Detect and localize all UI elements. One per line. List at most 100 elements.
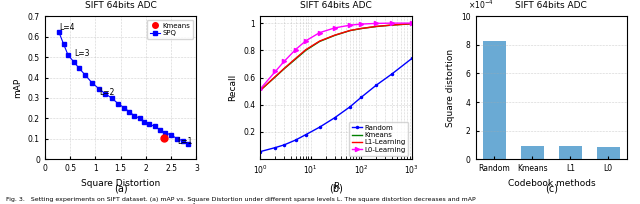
Bar xyxy=(597,146,620,159)
SPQ xyxy=(95,88,103,90)
Kmeans xyxy=(388,24,396,26)
Kmeans xyxy=(292,58,300,60)
Text: L=2: L=2 xyxy=(99,88,115,97)
Random xyxy=(292,139,300,141)
Random xyxy=(372,84,380,86)
Kmeans xyxy=(357,27,365,30)
SPQ xyxy=(141,121,148,123)
Random xyxy=(331,116,339,119)
Y-axis label: mAP: mAP xyxy=(13,78,22,98)
Text: (b): (b) xyxy=(329,184,343,194)
Random xyxy=(357,96,365,99)
SPQ xyxy=(64,54,72,56)
Random xyxy=(408,57,415,60)
Bar xyxy=(483,41,506,159)
L0-Learning xyxy=(302,40,310,42)
Text: (a): (a) xyxy=(114,184,127,194)
Line: L0-Learning: L0-Learning xyxy=(258,21,414,91)
Title: SIFT 64bits ADC: SIFT 64bits ADC xyxy=(300,1,372,10)
L1-Learning xyxy=(292,57,300,60)
L0-Learning xyxy=(331,27,339,29)
L1-Learning xyxy=(408,22,415,25)
Random xyxy=(280,144,288,146)
Kmeans xyxy=(280,68,288,70)
L1-Learning xyxy=(316,40,323,42)
X-axis label: Square Distortion: Square Distortion xyxy=(81,178,160,187)
SPQ xyxy=(88,81,95,84)
Kmeans xyxy=(408,23,415,25)
SPQ xyxy=(167,134,175,136)
Random xyxy=(302,133,310,136)
Random xyxy=(271,146,279,149)
SPQ xyxy=(76,67,83,70)
Text: Fig. 3.   Setting experiments on SIFT dataset. (a) mAP vs. Square Distortion und: Fig. 3. Setting experiments on SIFT data… xyxy=(6,197,476,202)
Bar xyxy=(521,146,544,159)
Kmeans xyxy=(331,34,339,37)
L1-Learning xyxy=(357,27,365,30)
L0-Learning xyxy=(271,70,279,73)
Kmeans xyxy=(271,76,279,78)
Kmeans xyxy=(372,25,380,28)
L1-Learning xyxy=(280,67,288,70)
L0-Learning xyxy=(357,23,365,25)
L0-Learning xyxy=(280,60,288,62)
Random xyxy=(316,126,323,128)
Line: Kmeans: Kmeans xyxy=(260,24,412,90)
L0-Learning xyxy=(292,48,300,51)
SPQ xyxy=(115,102,122,105)
L1-Learning xyxy=(302,48,310,51)
Title: SIFT 64bits ADC: SIFT 64bits ADC xyxy=(84,1,157,10)
SPQ xyxy=(136,117,144,120)
Text: $\times 10^{-4}$: $\times 10^{-4}$ xyxy=(468,0,493,11)
Text: L=4: L=4 xyxy=(60,23,75,32)
L0-Learning xyxy=(346,24,354,26)
Random xyxy=(257,150,264,153)
L0-Learning xyxy=(257,88,264,90)
L1-Learning xyxy=(271,75,279,78)
Text: L=3: L=3 xyxy=(74,49,90,58)
Line: L1-Learning: L1-Learning xyxy=(260,24,412,90)
Title: SIFT 64bits ADC: SIFT 64bits ADC xyxy=(515,1,588,10)
SPQ xyxy=(81,74,89,76)
Kmeans xyxy=(316,40,323,43)
SPQ xyxy=(161,131,169,134)
SPQ xyxy=(70,60,77,63)
Text: (c): (c) xyxy=(545,184,558,194)
Kmeans xyxy=(346,29,354,32)
SPQ xyxy=(156,128,163,131)
L0-Learning xyxy=(408,22,415,24)
L0-Learning xyxy=(372,22,380,25)
Text: L=1: L=1 xyxy=(177,137,193,146)
SPQ xyxy=(55,31,63,33)
Kmeans xyxy=(257,89,264,92)
Random xyxy=(346,105,354,108)
L1-Learning xyxy=(257,89,264,92)
Line: Random: Random xyxy=(258,56,414,154)
SPQ xyxy=(108,97,116,100)
Kmeans xyxy=(302,49,310,52)
SPQ xyxy=(146,123,154,125)
SPQ xyxy=(60,43,67,45)
SPQ xyxy=(131,114,138,117)
L1-Learning xyxy=(331,34,339,36)
Legend: Random, Kmeans, L1-Learning, L0-Learning: Random, Kmeans, L1-Learning, L0-Learning xyxy=(349,122,408,156)
SPQ xyxy=(179,140,187,142)
Legend: Kmeans, SPQ: Kmeans, SPQ xyxy=(147,20,193,39)
L0-Learning xyxy=(388,22,396,24)
SPQ xyxy=(173,137,181,140)
Text: $\times 10^4$: $\times 10^4$ xyxy=(175,202,196,204)
L1-Learning xyxy=(388,24,396,26)
Y-axis label: Recall: Recall xyxy=(228,74,237,101)
Line: SPQ: SPQ xyxy=(57,30,189,146)
X-axis label: Codebook methods: Codebook methods xyxy=(508,178,595,187)
SPQ xyxy=(125,111,133,113)
SPQ xyxy=(120,106,128,109)
SPQ xyxy=(184,143,192,145)
Random xyxy=(388,73,396,75)
X-axis label: R: R xyxy=(333,182,339,191)
L1-Learning xyxy=(346,29,354,32)
L0-Learning xyxy=(316,31,323,34)
SPQ xyxy=(102,93,109,95)
Bar xyxy=(559,146,582,159)
SPQ xyxy=(150,125,158,128)
